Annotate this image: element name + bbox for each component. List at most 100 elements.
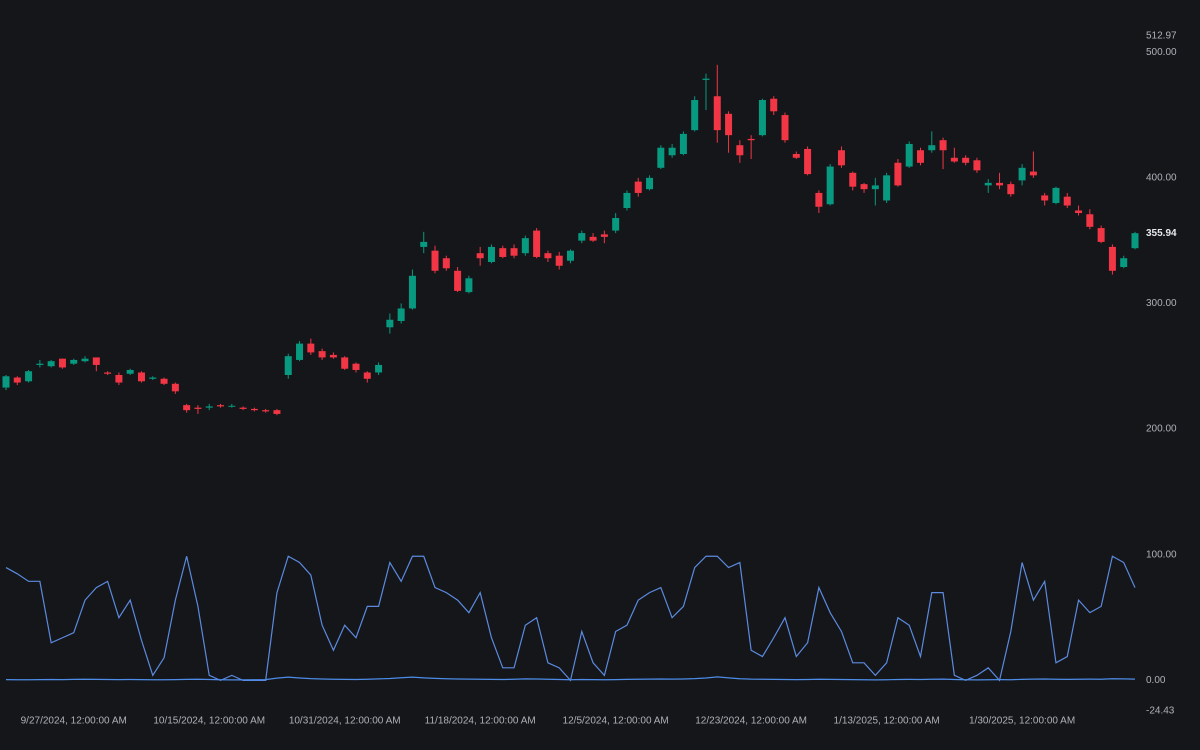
x-tick-label: 10/15/2024, 12:00:00 AM (153, 716, 265, 727)
candle-body (691, 100, 699, 131)
candle-body (296, 343, 304, 360)
y-tick-label: 500.00 (1146, 47, 1177, 58)
candle-body (589, 236, 597, 241)
candle-body (137, 372, 145, 382)
candle-body (160, 378, 168, 384)
candle-body (115, 375, 123, 383)
x-tick-label: 9/27/2024, 12:00:00 AM (21, 716, 127, 727)
indicator-line (5, 676, 1136, 681)
candle-body (860, 184, 868, 190)
candle-body (2, 376, 10, 388)
candle-body (499, 248, 507, 257)
candle-body (849, 172, 857, 187)
candle-body (533, 230, 541, 257)
candle-body (465, 278, 473, 293)
candle-body (916, 150, 924, 163)
last-price-label: 355.94 (1146, 228, 1177, 239)
candle-body (634, 181, 642, 193)
candle-body (205, 406, 213, 408)
y-tick-label: 512.97 (1146, 31, 1177, 42)
candle-body (781, 115, 789, 141)
candle-body (25, 371, 33, 382)
candle-body (420, 241, 428, 247)
candle-body (1029, 171, 1037, 176)
candle-body (1075, 210, 1083, 214)
candle-body (92, 357, 100, 365)
candle-body (883, 175, 891, 201)
candle-body (984, 182, 992, 186)
candle-body (363, 372, 371, 379)
candle-body (623, 192, 631, 208)
y-tick-label: 100.00 (1146, 550, 1177, 561)
candle-body (702, 78, 710, 80)
candle-body (725, 113, 733, 136)
candle-body (871, 185, 879, 190)
candle-body (736, 145, 744, 156)
candle-body (837, 150, 845, 166)
candle-body (397, 308, 405, 322)
candle-body (928, 145, 936, 151)
candle-body (1086, 214, 1094, 227)
candle-body (1097, 228, 1105, 242)
candle-body (1007, 184, 1015, 195)
candle-body (217, 405, 225, 407)
candle-body (758, 100, 766, 136)
candle-body (1041, 195, 1049, 201)
candle-body (375, 364, 383, 373)
y-tick-label: 300.00 (1146, 298, 1177, 309)
candle-body (352, 363, 360, 370)
candle-body (713, 96, 721, 131)
candle-body (262, 410, 270, 412)
candle-body (815, 192, 823, 207)
candle-body (194, 407, 202, 409)
x-tick-label: 1/13/2025, 12:00:00 AM (834, 716, 940, 727)
y-tick-label: 400.00 (1146, 172, 1177, 183)
candle-body (962, 157, 970, 163)
y-tick-label: -24.43 (1146, 706, 1175, 717)
candle-body (442, 258, 450, 269)
candle-body (668, 147, 676, 156)
y-tick-label: 0.00 (1146, 675, 1166, 686)
candle-body (770, 98, 778, 112)
candle-body (307, 343, 315, 353)
candle-body (679, 133, 687, 154)
candle-body (510, 248, 518, 256)
candle-body (804, 148, 812, 175)
x-tick-label: 1/30/2025, 12:00:00 AM (969, 716, 1075, 727)
candle-body (431, 250, 439, 271)
candle-body (476, 253, 484, 259)
candle-body (555, 255, 563, 266)
candle-body (126, 369, 134, 374)
x-tick-label: 12/5/2024, 12:00:00 AM (563, 716, 669, 727)
candle-body (47, 361, 55, 367)
candle-body (996, 182, 1004, 186)
candle-body (1063, 196, 1071, 206)
x-tick-label: 11/18/2024, 12:00:00 AM (425, 716, 536, 727)
candle-body (318, 351, 326, 358)
candle-body (578, 233, 586, 241)
x-tick-label: 10/31/2024, 12:00:00 AM (289, 716, 401, 727)
candle-body (454, 270, 462, 291)
candle-body (104, 372, 112, 374)
candle-body (894, 162, 902, 186)
candle-body (284, 356, 292, 376)
candle-body (939, 140, 947, 151)
candle-body (408, 275, 416, 309)
candle-body (1018, 167, 1026, 181)
candle-body (228, 405, 236, 407)
x-tick-label: 12/23/2024, 12:00:00 AM (695, 716, 807, 727)
candle-body (149, 377, 157, 379)
candle-body (950, 157, 958, 162)
candle-body (600, 234, 608, 237)
candle-body (329, 354, 337, 358)
candle-body (657, 147, 665, 168)
y-tick-label: 200.00 (1146, 424, 1177, 435)
candle-body (36, 363, 44, 365)
candle-body (239, 407, 247, 409)
candle-body (58, 358, 66, 368)
candle-body (905, 143, 913, 167)
candle-body (826, 166, 834, 205)
